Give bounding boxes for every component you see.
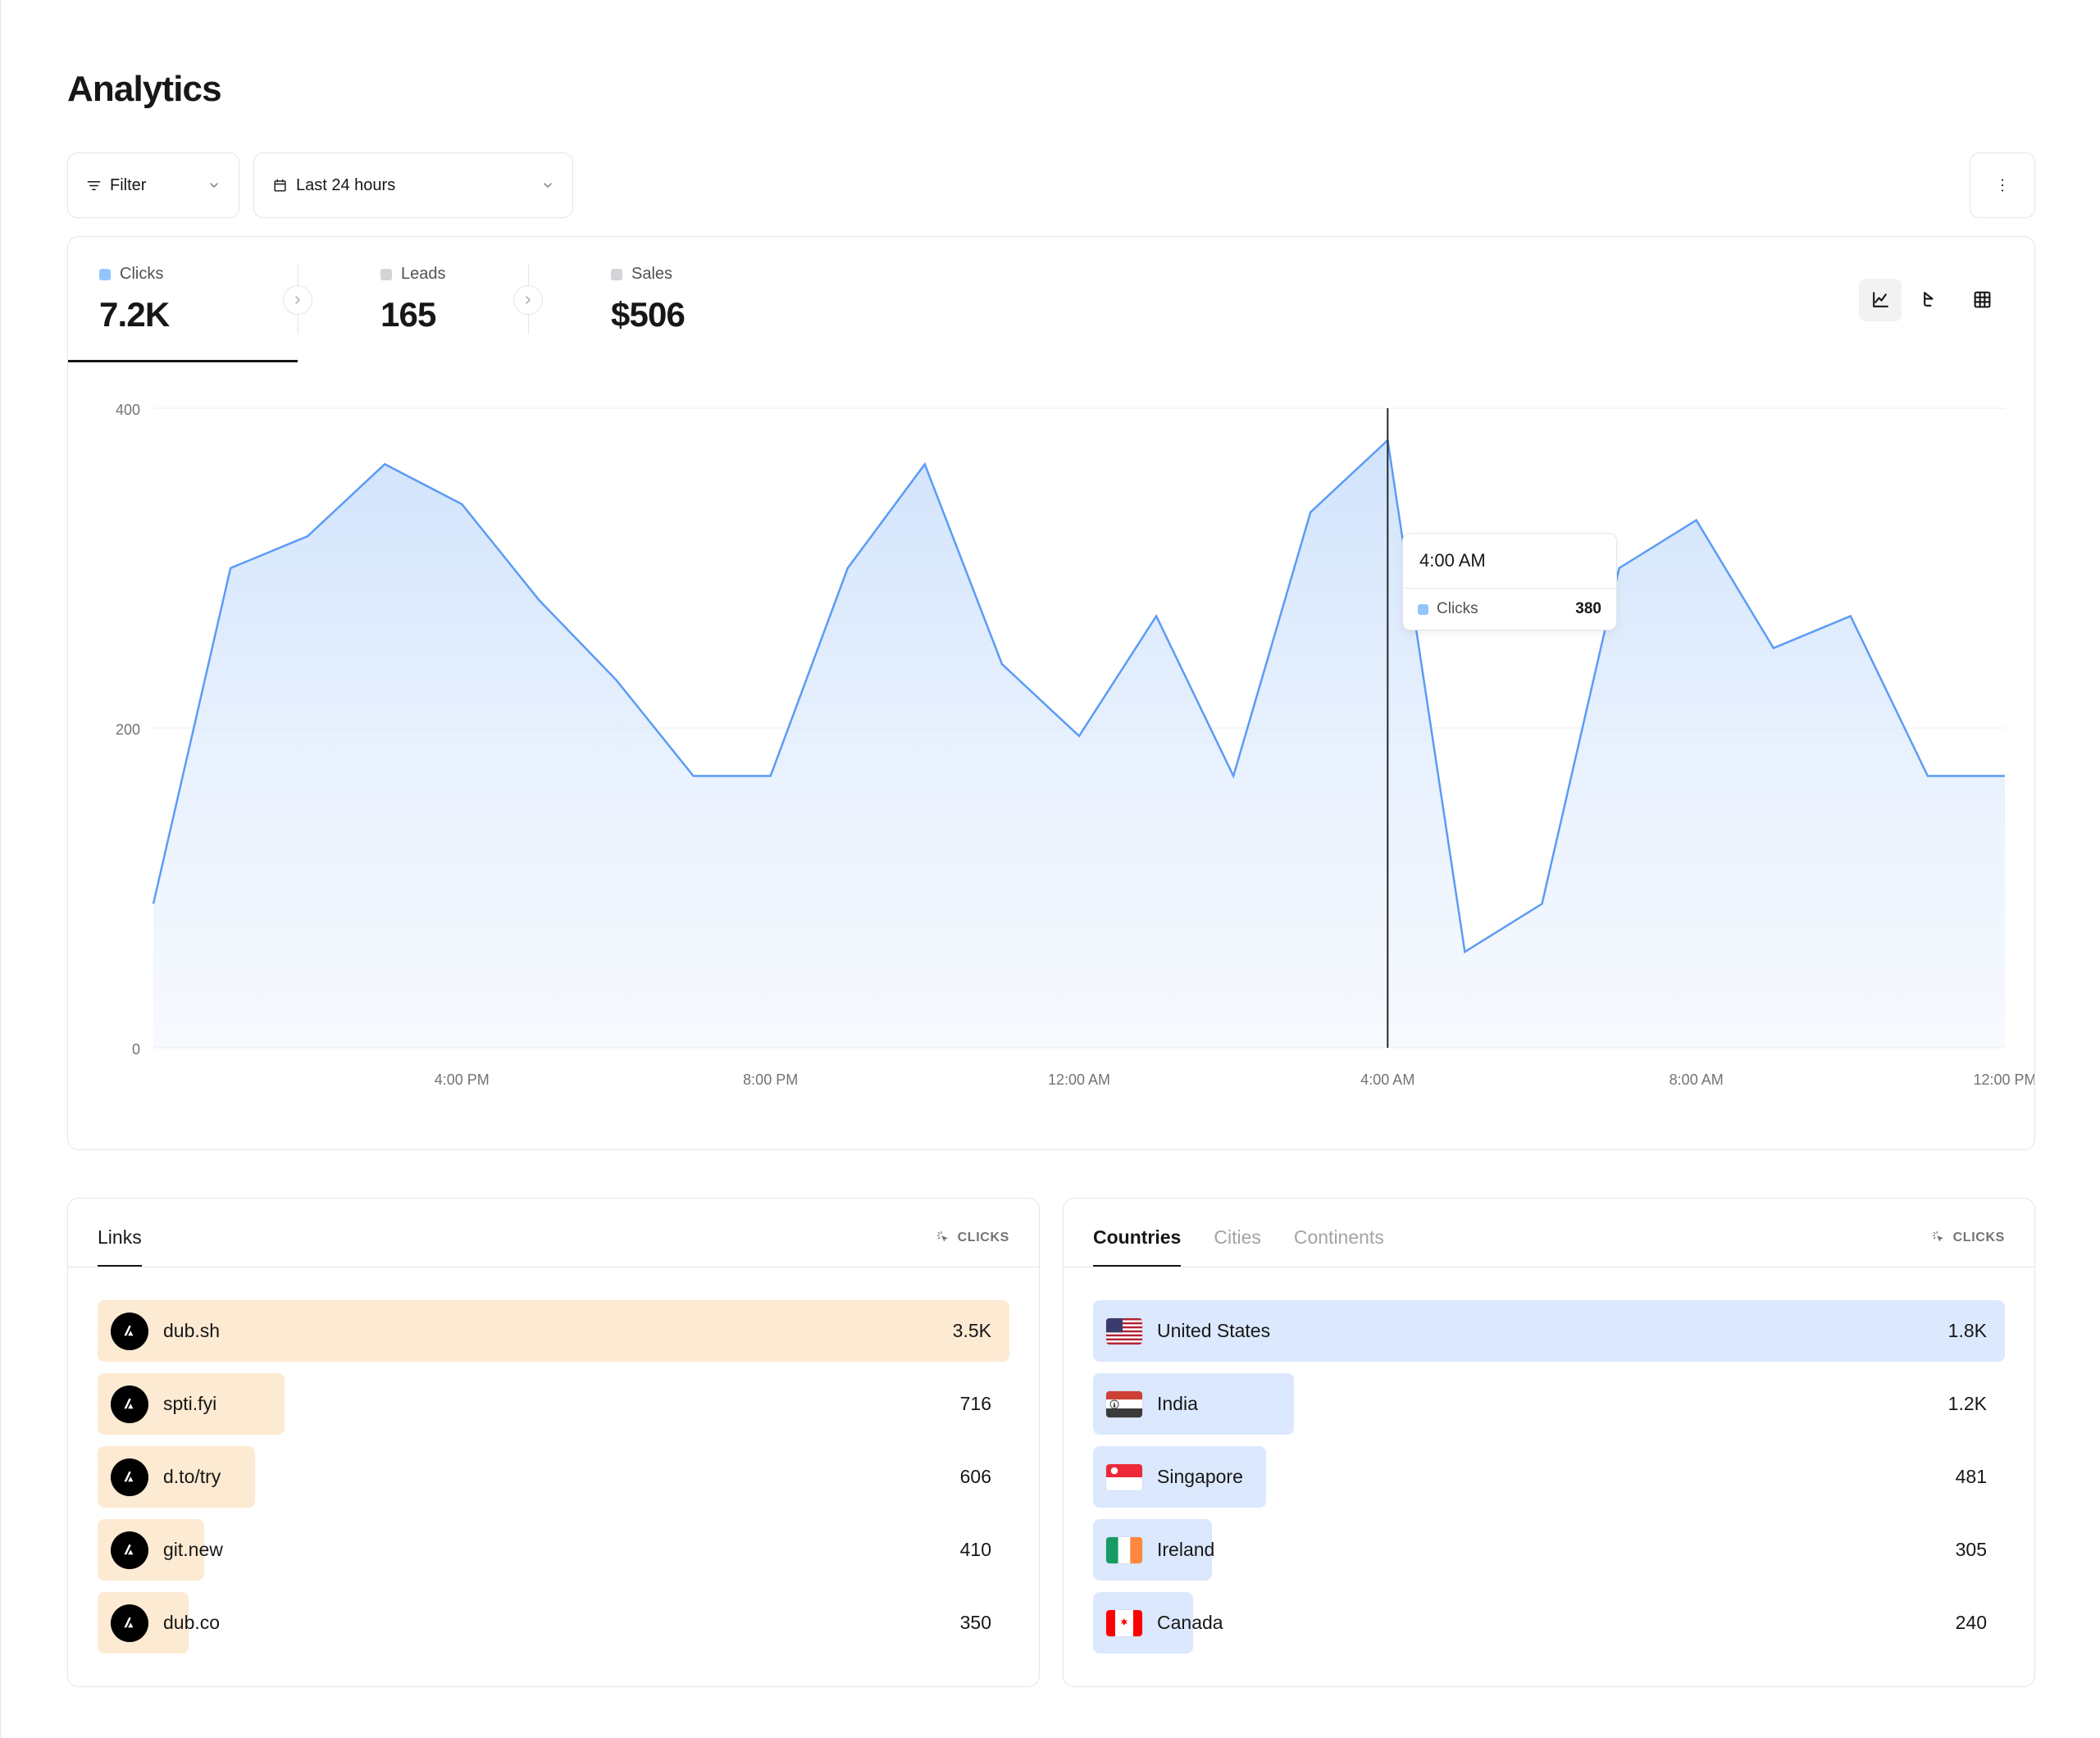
svg-text:12:00 PM: 12:00 PM (1973, 1071, 2035, 1088)
svg-text:200: 200 (116, 721, 140, 738)
svg-text:0: 0 (132, 1041, 140, 1058)
svg-text:4:00 PM: 4:00 PM (435, 1071, 490, 1088)
svg-text:8:00 PM: 8:00 PM (743, 1071, 798, 1088)
svg-text:12:00 AM: 12:00 AM (1048, 1071, 1110, 1088)
svg-text:400: 400 (116, 402, 140, 418)
svg-text:4:00 AM: 4:00 AM (1360, 1071, 1414, 1088)
svg-text:8:00 AM: 8:00 AM (1670, 1071, 1724, 1088)
